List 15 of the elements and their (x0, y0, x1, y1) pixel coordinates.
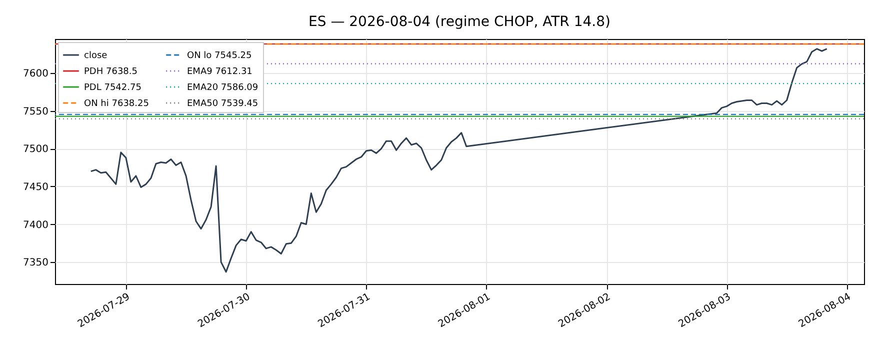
y-tick-label: 7550 (23, 106, 48, 118)
legend-label: close (84, 51, 108, 61)
y-tick-label: 7400 (23, 220, 48, 231)
y-tick-label: 7600 (23, 68, 48, 80)
legend-label: PDH 7638.5 (84, 67, 138, 77)
legend-label: ON lo 7545.25 (187, 51, 252, 61)
y-tick-label: 7500 (23, 144, 48, 156)
legend-label: PDL 7542.75 (84, 83, 142, 93)
legend-label: EMA9 7612.31 (187, 67, 252, 77)
y-tick-label: 7450 (23, 182, 48, 193)
chart-title: ES — 2026-08-04 (regime CHOP, ATR 14.8) (308, 14, 610, 30)
ref-line-label: EMA20 7586.09 (187, 83, 258, 93)
y-tick-label: 7350 (23, 258, 48, 269)
legend-label: EMA50 7539.45 (187, 99, 258, 109)
legend-label: ON hi 7638.25 (84, 99, 149, 109)
